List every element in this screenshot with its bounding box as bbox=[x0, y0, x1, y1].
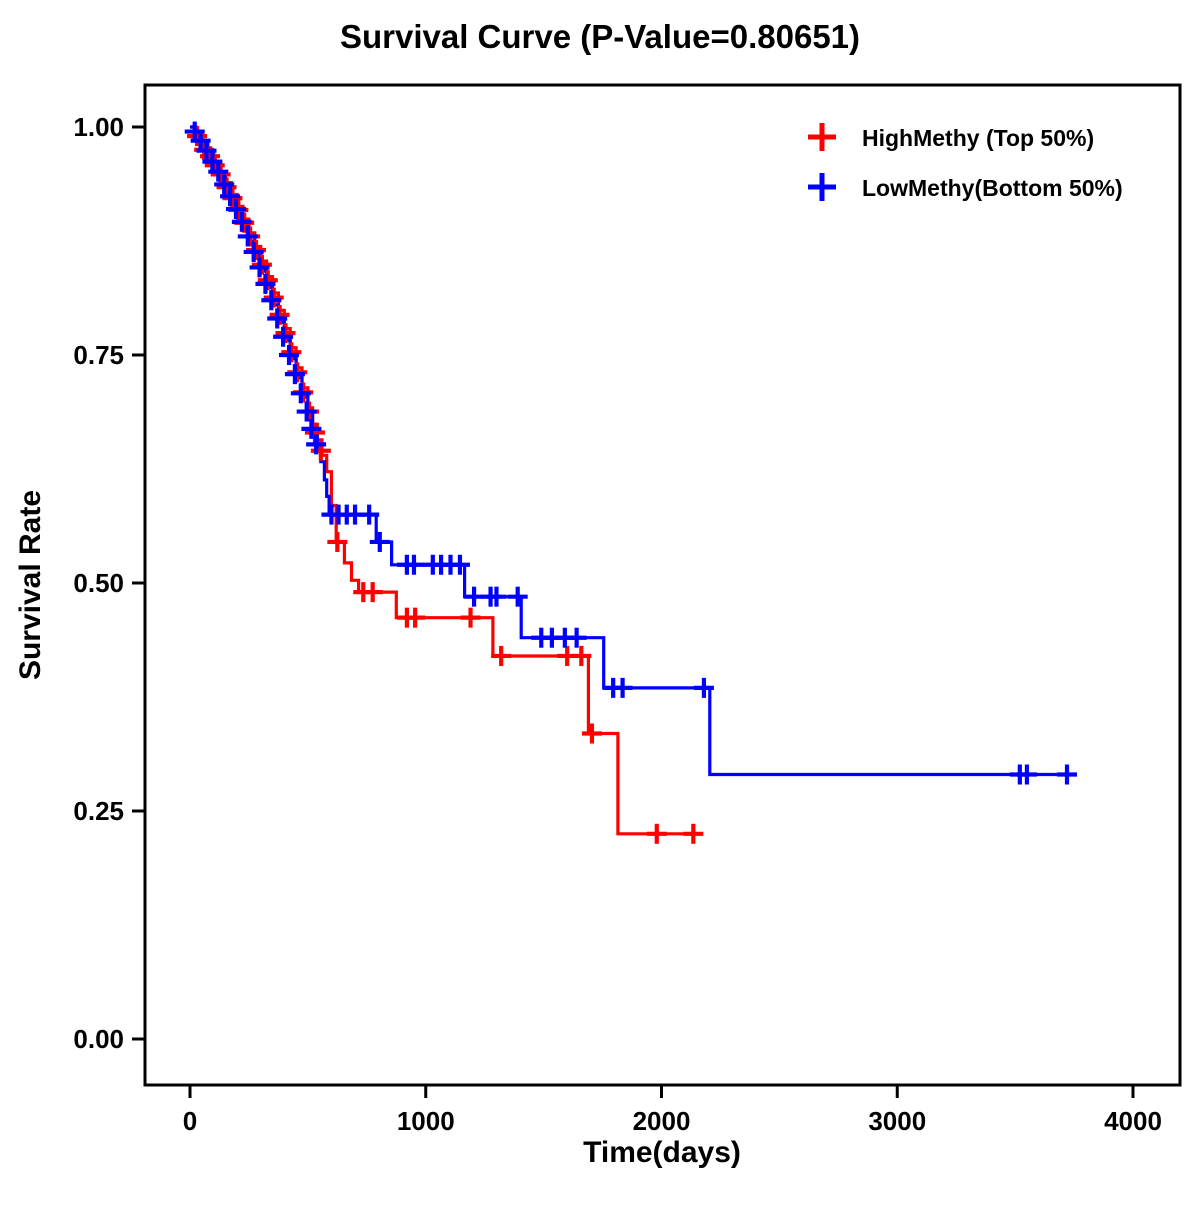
legend: HighMethy (Top 50%) LowMethy(Bottom 50%) bbox=[808, 123, 1123, 201]
x-tick-label: 1000 bbox=[397, 1106, 455, 1136]
legend-marker-highmethy bbox=[808, 123, 836, 151]
x-tick-label: 4000 bbox=[1104, 1106, 1162, 1136]
censor-marks-0 bbox=[187, 126, 704, 844]
survival-curve-0 bbox=[190, 125, 697, 836]
censor-marks-1 bbox=[184, 121, 1077, 785]
y-tick-label: 0.75 bbox=[73, 340, 124, 370]
plot-border bbox=[143, 83, 1182, 1087]
y-tick-label: 0.00 bbox=[73, 1024, 124, 1054]
chart-title: Survival Curve (P-Value=0.80651) bbox=[340, 18, 860, 55]
y-axis-label: Survival Rate bbox=[14, 490, 47, 680]
legend-label-highmethy: HighMethy (Top 50%) bbox=[862, 125, 1094, 151]
censor-marks bbox=[184, 121, 1077, 844]
x-axis-label: Time(days) bbox=[583, 1136, 741, 1169]
y-tick-label: 0.25 bbox=[73, 796, 124, 826]
legend-label-lowmethy: LowMethy(Bottom 50%) bbox=[862, 175, 1123, 201]
series-curves bbox=[190, 125, 1075, 836]
y-tick-label: 1.00 bbox=[73, 112, 124, 142]
x-tick-label: 3000 bbox=[868, 1106, 926, 1136]
x-axis-ticks: 0 1000 2000 3000 4000 bbox=[183, 1085, 1162, 1136]
x-tick-label: 0 bbox=[183, 1106, 197, 1136]
y-axis-ticks: 0.00 0.25 0.50 0.75 1.00 bbox=[73, 112, 145, 1054]
y-tick-label: 0.50 bbox=[73, 568, 124, 598]
x-tick-label: 2000 bbox=[633, 1106, 691, 1136]
legend-marker-lowmethy bbox=[808, 173, 836, 201]
